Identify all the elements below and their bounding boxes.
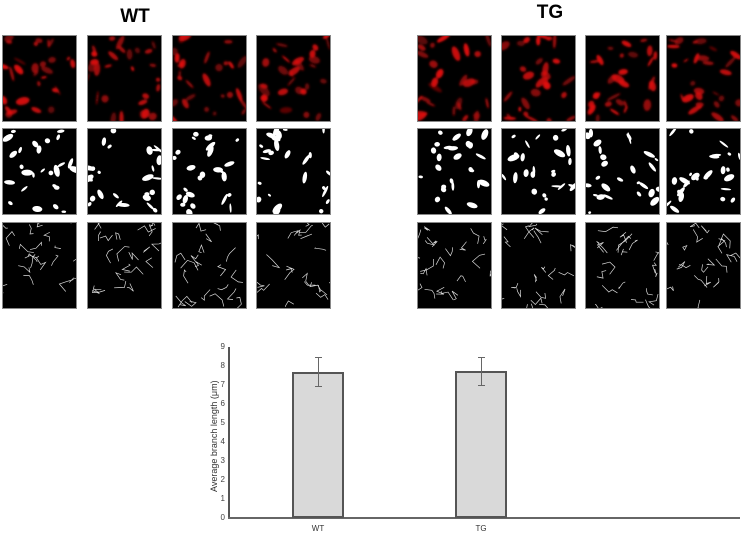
y-tick-9: 9 bbox=[220, 342, 225, 351]
x-tick-tg: TG bbox=[475, 524, 487, 533]
wt-skeleton-panel-3 bbox=[172, 222, 247, 309]
bar-tg bbox=[455, 370, 507, 518]
tg-fluorescence-panel-3 bbox=[585, 35, 660, 122]
tg-binary-panel-3 bbox=[585, 128, 660, 215]
wt-skeleton-panel-4 bbox=[256, 222, 331, 309]
tg-skeleton-panel-1 bbox=[417, 222, 492, 309]
tg-fluorescence-panel-4 bbox=[666, 35, 741, 122]
error-cap-bottom bbox=[315, 385, 322, 387]
error-cap-top bbox=[478, 356, 485, 358]
wt-fluorescence-panel-3 bbox=[172, 35, 247, 122]
wt-fluorescence-panel-4 bbox=[256, 35, 331, 122]
x-axis bbox=[228, 517, 740, 519]
tg-fluorescence-panel-2 bbox=[501, 35, 576, 122]
y-tick-4: 4 bbox=[220, 437, 225, 446]
title-tg: TG bbox=[536, 2, 564, 23]
title-wt: WT bbox=[120, 6, 150, 27]
y-axis bbox=[228, 347, 230, 519]
wt-skeleton-panel-2 bbox=[87, 222, 162, 309]
y-tick-6: 6 bbox=[220, 399, 225, 408]
y-tick-3: 3 bbox=[220, 456, 225, 465]
wt-binary-panel-4 bbox=[256, 128, 331, 215]
wt-fluorescence-panel-1 bbox=[2, 35, 77, 122]
y-tick-2: 2 bbox=[220, 475, 225, 484]
wt-skeleton-panel-1 bbox=[2, 222, 77, 309]
error-bar-tg bbox=[481, 356, 482, 385]
y-tick-0: 0 bbox=[220, 513, 225, 522]
tg-fluorescence-panel-1 bbox=[417, 35, 492, 122]
y-tick-1: 1 bbox=[220, 494, 225, 503]
tg-skeleton-panel-3 bbox=[585, 222, 660, 309]
bar-wt bbox=[292, 371, 344, 518]
error-cap-top bbox=[315, 357, 322, 359]
y-tick-7: 7 bbox=[220, 380, 225, 389]
error-bar-wt bbox=[318, 357, 319, 386]
tg-binary-panel-2 bbox=[501, 128, 576, 215]
wt-binary-panel-3 bbox=[172, 128, 247, 215]
tg-binary-panel-1 bbox=[417, 128, 492, 215]
wt-binary-panel-1 bbox=[2, 128, 77, 215]
error-cap-bottom bbox=[478, 385, 485, 386]
y-tick-8: 8 bbox=[220, 361, 225, 370]
y-tick-5: 5 bbox=[220, 418, 225, 427]
wt-binary-panel-2 bbox=[87, 128, 162, 215]
x-tick-wt: WT bbox=[311, 524, 325, 533]
tg-skeleton-panel-2 bbox=[501, 222, 576, 309]
wt-fluorescence-panel-2 bbox=[87, 35, 162, 122]
tg-skeleton-panel-4 bbox=[666, 222, 741, 309]
tg-binary-panel-4 bbox=[666, 128, 741, 215]
